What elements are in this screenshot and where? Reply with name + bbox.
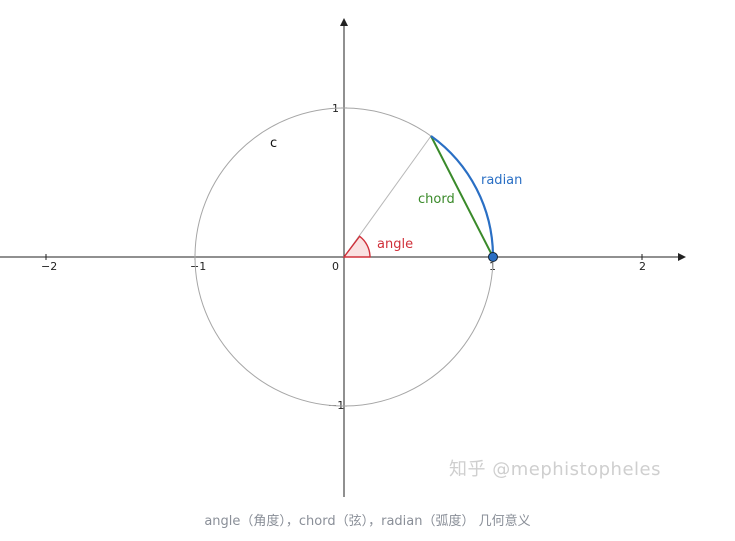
point-marker [488,252,498,262]
caption: angle（角度），chord（弦），radian（弧度） 几何意义 [204,514,531,529]
x-tick-label: 2 [639,260,646,273]
radian-arc [430,135,495,258]
x-tick-label: −1 [190,260,206,273]
radian-label: radian [481,173,522,188]
circle-label: c [270,136,277,151]
x-axis-arrow-icon [678,253,686,261]
chord-label: chord [418,192,455,207]
chord-line [430,135,494,258]
angle-label: angle [377,237,413,252]
watermark: 知乎 @mephistopheles [449,459,661,480]
x-tick-label: −2 [41,260,57,273]
x-tick-label: 0 [332,260,339,273]
y-axis-arrow-icon [340,18,348,26]
angle-wedge [342,235,371,258]
